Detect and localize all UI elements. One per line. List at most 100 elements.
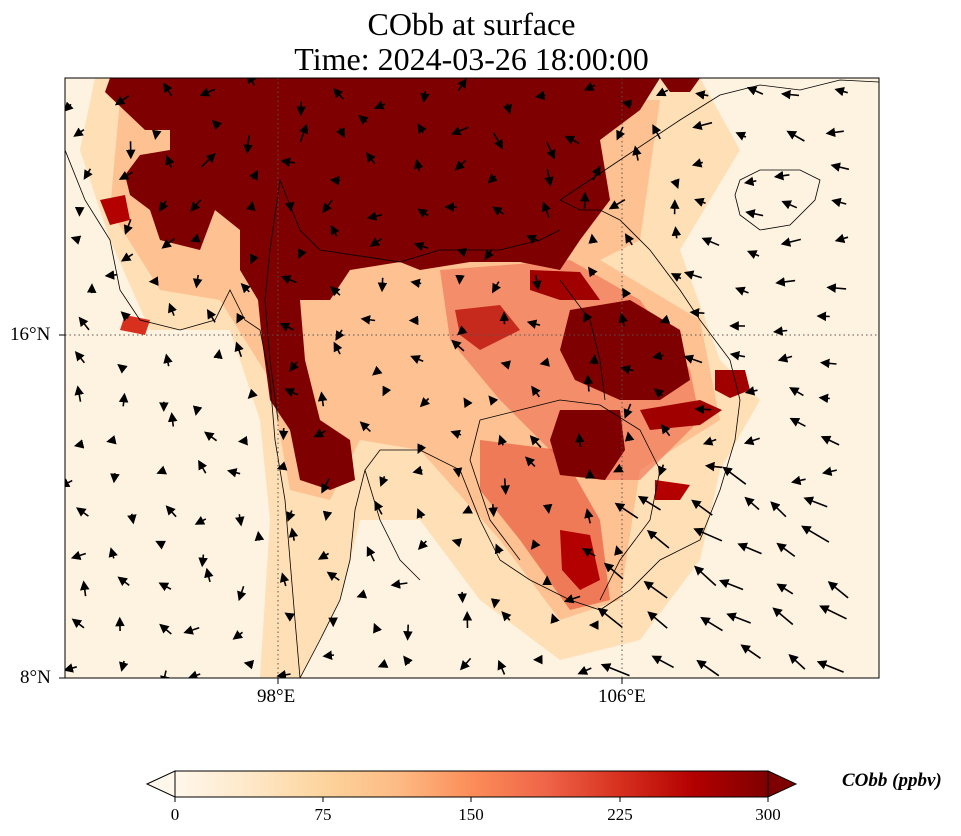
wind-arrow (165, 505, 177, 518)
wind-arrow (235, 514, 245, 527)
wind-arrow (414, 158, 424, 172)
wind-arrow (206, 308, 217, 323)
wind-arrow (647, 611, 668, 629)
wind-arrow (416, 508, 426, 519)
wind-arrow (117, 576, 130, 587)
wind-arrow (622, 287, 632, 299)
colorbar-tick-label: 225 (607, 805, 633, 824)
wind-arrow (168, 302, 177, 316)
wind-arrow (412, 465, 423, 476)
wind-arrow (74, 351, 86, 364)
wind-arrow (689, 308, 705, 318)
wind-arrow (790, 475, 806, 486)
wind-arrow (403, 655, 413, 667)
wind-arrow (117, 363, 128, 374)
wind-arrow (118, 392, 129, 407)
wind-arrow (78, 316, 90, 331)
wind-arrow (417, 208, 429, 218)
wind-arrow (550, 613, 560, 624)
wind-arrow (773, 326, 788, 336)
wind-arrow (377, 659, 389, 668)
wind-arrow (459, 657, 472, 671)
wind-arrow (789, 417, 806, 427)
wind-arrow (374, 500, 384, 515)
wind-arrow (410, 355, 424, 364)
wind-arrow (204, 431, 218, 442)
wind-arrow (284, 612, 296, 622)
wind-arrow (773, 170, 790, 181)
map-frame (64, 77, 880, 679)
wind-arrow (671, 226, 682, 239)
wind-arrow (488, 395, 499, 406)
wind-arrow (624, 233, 635, 246)
wind-arrow (240, 283, 251, 294)
wind-arrow (776, 583, 794, 595)
wind-arrow (73, 439, 85, 449)
wind-arrow (546, 141, 556, 160)
wind-arrow (167, 412, 178, 427)
wind-arrow (700, 616, 723, 632)
wind-arrow (159, 200, 169, 212)
wind-arrow (74, 385, 84, 402)
wind-arrow (321, 478, 331, 494)
wind-arrow (204, 567, 214, 583)
wind-arrow (608, 199, 626, 210)
colorbar-tick-label: 150 (458, 805, 484, 824)
wind-arrow (726, 612, 751, 624)
wind-arrow (735, 131, 747, 141)
wind-arrow (646, 529, 670, 549)
wind-arrow (211, 119, 223, 131)
wind-arrow (613, 463, 624, 473)
colorbar (145, 770, 798, 802)
wind-arrow (584, 508, 594, 524)
wind-arrow (366, 546, 376, 562)
wind-arrow (279, 322, 295, 332)
wind-arrow (614, 545, 624, 556)
wind-arrow (456, 247, 468, 258)
wind-arrow (163, 82, 173, 97)
wind-arrow (487, 173, 498, 184)
wind-arrow (286, 510, 296, 522)
wind-arrow (322, 650, 335, 661)
wind-arrow (737, 542, 762, 555)
wind-arrow (729, 350, 746, 361)
wind-arrow (289, 361, 299, 372)
wind-arrow (695, 90, 709, 100)
wind-arrow (322, 510, 333, 521)
wind-arrow (623, 403, 633, 419)
wind-arrow (382, 385, 392, 397)
wind-arrow (816, 660, 844, 673)
wind-arrow (637, 495, 661, 511)
wind-arrow (104, 270, 118, 280)
wind-arrow (490, 598, 501, 609)
wind-arrow (70, 550, 87, 560)
wind-arrow (120, 311, 131, 322)
wind-arrow (539, 357, 550, 367)
wind-arrow (249, 169, 259, 181)
wind-arrow (70, 235, 82, 245)
wind-arrow (722, 466, 747, 485)
wind-arrow (119, 660, 129, 672)
wind-arrow (280, 275, 297, 285)
wind-arrow (73, 127, 85, 137)
wind-arrow (152, 129, 162, 140)
wind-arrow (127, 513, 137, 525)
wind-arrow (591, 165, 601, 181)
wind-arrow (80, 580, 90, 597)
wind-arrow (781, 200, 798, 210)
wind-arrow (118, 171, 133, 180)
wind-arrow (420, 91, 430, 103)
wind-arrow (777, 353, 793, 363)
wind-arrow (450, 429, 462, 439)
wind-arrow (827, 581, 849, 599)
wind-arrow (160, 670, 170, 678)
wind-arrow (403, 624, 413, 641)
wind-arrow (161, 237, 175, 249)
colorbar-tick-label: 300 (755, 805, 781, 824)
wind-arrow (246, 200, 256, 212)
wind-arrow (183, 625, 200, 635)
wind-arrow (541, 201, 551, 218)
wind-arrow (254, 530, 265, 542)
wind-arrow (243, 660, 255, 670)
